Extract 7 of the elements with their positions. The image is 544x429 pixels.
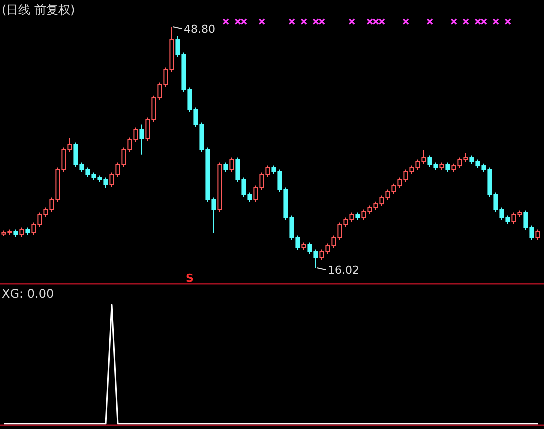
annotation: 16.02 — [316, 264, 360, 277]
annotation: 16.02 — [328, 264, 360, 277]
annotation: S — [186, 272, 194, 285]
annotation: 48.80 — [172, 23, 216, 36]
title: XG: 0.00 — [2, 287, 54, 301]
title: (日线 前复权) — [2, 3, 76, 17]
annotation: 48.80 — [184, 23, 216, 36]
